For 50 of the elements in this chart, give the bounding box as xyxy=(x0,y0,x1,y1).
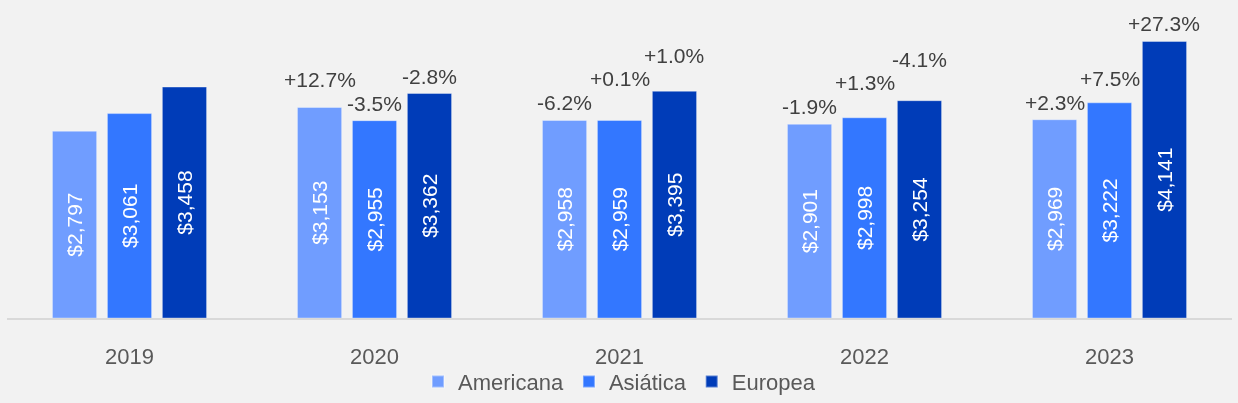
annotation: +1.0% xyxy=(644,44,705,67)
annotation: +7.5% xyxy=(1080,67,1141,90)
data-label: $2,958 xyxy=(553,187,577,252)
annotation: -4.1% xyxy=(892,48,947,71)
bar xyxy=(651,90,698,318)
bar xyxy=(51,130,98,318)
x-tick-label: 2023 xyxy=(1085,344,1134,370)
data-label: $3,395 xyxy=(662,172,686,237)
bar xyxy=(106,113,153,318)
data-label: $3,153 xyxy=(308,180,332,245)
bar xyxy=(1141,40,1188,318)
bar xyxy=(786,123,833,318)
annotation: +2.3% xyxy=(1025,91,1086,114)
bar xyxy=(896,100,943,318)
data-label: $3,222 xyxy=(1098,178,1121,243)
data-label: $2,969 xyxy=(1043,186,1067,251)
data-label: $3,362 xyxy=(417,173,441,238)
bar xyxy=(596,119,643,318)
legend-label: Americana xyxy=(458,369,564,395)
legend-label: Europea xyxy=(731,369,816,395)
annotation: +27.3% xyxy=(1128,12,1200,35)
x-tick-label: 2021 xyxy=(595,344,644,370)
data-label: $3,458 xyxy=(172,170,196,235)
bar xyxy=(1086,102,1133,318)
x-tick-label: 2019 xyxy=(105,344,154,370)
data-label: $3,254 xyxy=(907,177,931,242)
annotation: +1.3% xyxy=(835,71,896,94)
bar xyxy=(161,86,208,318)
annotation: -3.5% xyxy=(347,92,402,115)
data-label: $2,797 xyxy=(63,192,87,257)
x-tick-label: 2020 xyxy=(350,344,399,370)
x-tick-label: 2022 xyxy=(840,344,889,370)
data-label: $2,901 xyxy=(798,189,822,254)
bar xyxy=(296,106,343,318)
legend-label: Asiática xyxy=(608,369,687,395)
annotation: +12.7% xyxy=(284,68,356,91)
bar xyxy=(841,117,888,318)
data-label: $2,998 xyxy=(853,185,876,251)
annotation: -6.2% xyxy=(537,91,592,114)
annotation: -1.9% xyxy=(782,95,837,118)
data-label: $3,061 xyxy=(118,183,141,248)
data-label: $4,141 xyxy=(1152,147,1176,212)
bar xyxy=(351,120,398,318)
bar xyxy=(406,93,453,318)
annotation: -2.8% xyxy=(402,65,457,88)
data-label: $2,959 xyxy=(608,187,631,252)
bar xyxy=(1031,119,1078,318)
annotation: +0.1% xyxy=(590,67,651,90)
data-label: $2,955 xyxy=(363,187,386,252)
bar xyxy=(541,119,588,318)
